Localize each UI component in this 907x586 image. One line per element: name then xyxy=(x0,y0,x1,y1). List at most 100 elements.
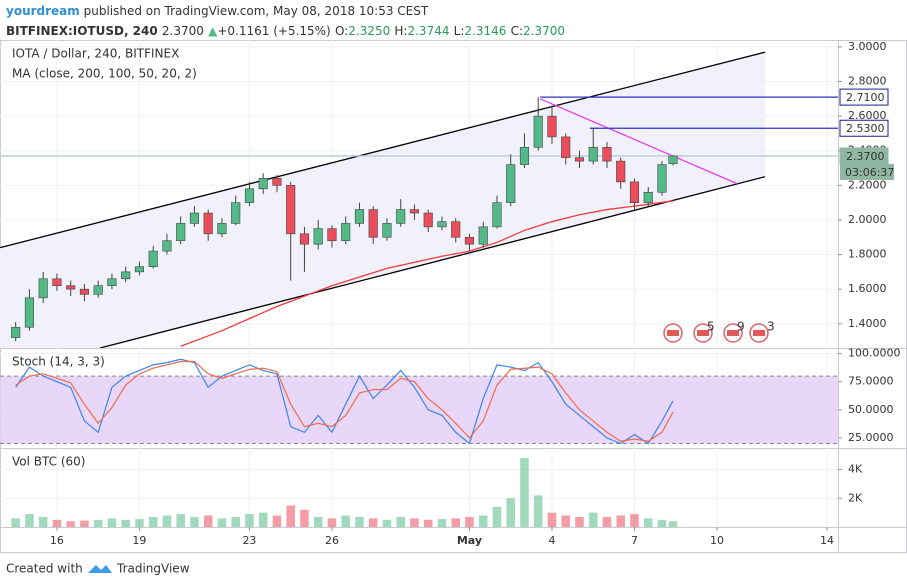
l-value: 2.3146 xyxy=(464,24,506,38)
y-tick-label: 2.8000 xyxy=(848,75,887,88)
candle-body xyxy=(231,202,241,224)
event-count: 5 xyxy=(707,320,715,334)
price-label: 2.5300 xyxy=(846,122,885,135)
x-tick-label: 26 xyxy=(325,534,339,547)
candle-body xyxy=(519,146,530,165)
up-arrow: ▲ xyxy=(208,24,218,38)
pane-title: IOTA / Dollar, 240, BITFINEX xyxy=(12,47,179,61)
candle-body xyxy=(451,221,461,238)
volume-bar xyxy=(506,498,515,527)
volume-bar xyxy=(190,516,199,527)
volume-bar xyxy=(52,519,62,527)
candle-body xyxy=(547,115,557,138)
change: +0.1161 (+5.15%) xyxy=(217,24,330,38)
volume-bar xyxy=(107,518,117,527)
price-label-box xyxy=(839,88,889,106)
candle-body xyxy=(134,266,145,273)
event-flag-stripes xyxy=(753,330,765,336)
quote-line: BITFINEX:IOTUSD, 240 2.3700 ▲+0.1161 (+5… xyxy=(6,24,565,38)
trendline xyxy=(539,98,738,185)
h-value: 2.3744 xyxy=(407,24,449,38)
candle-body xyxy=(616,160,626,183)
author[interactable]: yourdream xyxy=(6,4,80,18)
volume-bar xyxy=(300,509,309,527)
volume-bar xyxy=(410,518,419,527)
volume-bar xyxy=(176,514,185,527)
candle-body xyxy=(272,178,282,186)
y-tick-label: 1.6000 xyxy=(848,282,887,295)
volume-bar xyxy=(561,515,570,527)
y-tick-label: 1.8000 xyxy=(848,248,887,261)
volume-bar xyxy=(588,512,598,527)
brand[interactable]: TradingView xyxy=(116,562,190,576)
candle-body xyxy=(313,228,323,245)
candle-body xyxy=(203,212,213,235)
h-label: H: xyxy=(394,24,407,38)
stoch-line xyxy=(15,360,674,442)
y-tick-label: 2.2000 xyxy=(848,178,887,191)
candle-body xyxy=(286,185,296,235)
price-label-box xyxy=(839,119,889,137)
candle-body xyxy=(464,236,475,245)
volume-bar xyxy=(520,458,529,527)
volume-bar xyxy=(313,516,323,527)
volume-bar xyxy=(533,495,543,527)
candle-body xyxy=(93,285,103,295)
volume-bar xyxy=(657,519,667,527)
candle-body xyxy=(423,212,433,228)
volume-bar xyxy=(231,516,240,527)
candle-body xyxy=(561,136,571,158)
pane-title: Vol BTC (60) xyxy=(12,455,85,469)
x-tick-label: 14 xyxy=(820,534,834,547)
candle-body xyxy=(574,157,585,162)
candle-body xyxy=(382,223,392,238)
volume-bar xyxy=(668,521,678,527)
candle-body xyxy=(244,188,255,203)
volume-bar xyxy=(135,519,144,527)
candle-body xyxy=(657,164,667,193)
candle-body xyxy=(189,212,200,224)
candle-body xyxy=(533,115,543,148)
candle-body xyxy=(396,209,406,224)
footer-logo xyxy=(88,565,112,573)
candle-body xyxy=(258,178,268,190)
event-flag-stripes xyxy=(727,330,739,336)
volume-bar xyxy=(643,518,653,527)
volume-bar xyxy=(286,505,295,527)
volume-bar xyxy=(148,516,158,527)
volume-bar xyxy=(327,518,337,527)
x-tick-label: May xyxy=(457,534,482,547)
y-tick-label: 2K xyxy=(848,491,863,504)
countdown-box xyxy=(840,163,894,180)
pane-candlestick xyxy=(0,40,838,348)
created-with: Created with xyxy=(6,562,83,576)
y-tick-label: 2.0000 xyxy=(848,213,887,226)
c-label: C: xyxy=(511,24,523,38)
volume-bar xyxy=(437,519,447,527)
candle-body xyxy=(217,223,227,235)
candle-body xyxy=(409,209,420,214)
volume-bar xyxy=(66,521,75,527)
y-tick-label: 1.4000 xyxy=(848,317,887,330)
event-count: 3 xyxy=(767,320,775,334)
price-label: 2.3700 xyxy=(846,150,885,163)
candle-body xyxy=(52,278,62,287)
volume-bar xyxy=(478,515,488,527)
pane-subtitle: MA (close, 200, 100, 50, 20, 2) xyxy=(12,67,197,81)
volume-bar xyxy=(341,515,350,527)
channel-fill xyxy=(0,52,766,348)
volume-bar xyxy=(396,516,405,527)
volume-bar xyxy=(630,514,639,527)
pane-bar xyxy=(0,448,838,527)
volume-bar xyxy=(465,516,474,527)
candle-body xyxy=(492,202,502,228)
x-tick-label: 16 xyxy=(50,534,64,547)
o-label: O: xyxy=(335,24,348,38)
price-label: 2.7100 xyxy=(846,91,885,104)
publish-line: yourdream published on TradingView.com, … xyxy=(6,4,429,18)
volume-bar xyxy=(217,518,227,527)
trendline xyxy=(99,176,766,348)
event-flag-stripes xyxy=(667,330,679,336)
volume-bar xyxy=(11,518,20,527)
